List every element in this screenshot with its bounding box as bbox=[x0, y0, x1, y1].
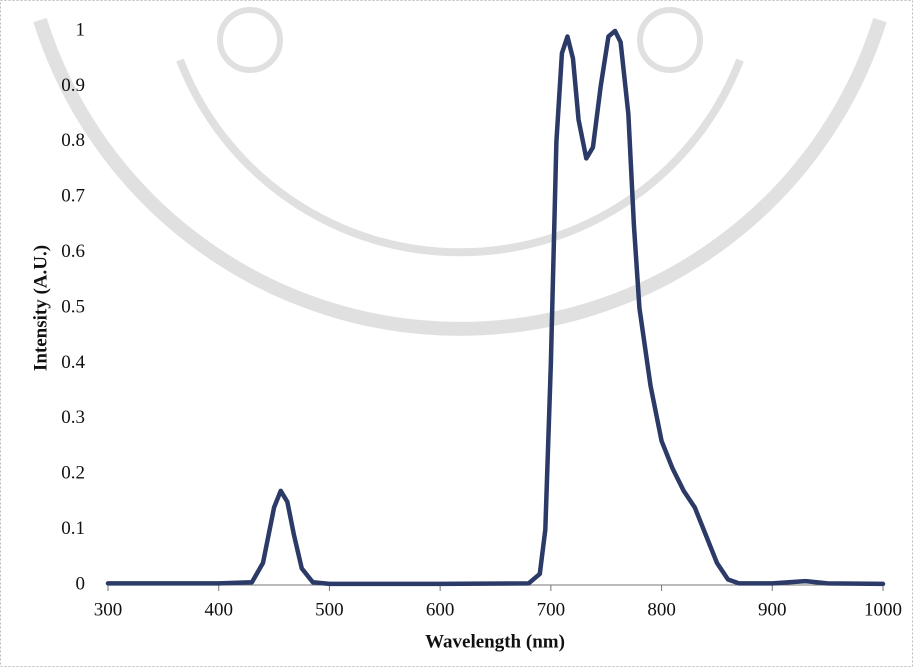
x-tick-label: 400 bbox=[204, 599, 233, 620]
x-tick-label: 700 bbox=[537, 599, 566, 620]
y-tick-label: 1 bbox=[76, 19, 86, 40]
x-tick-label: 1000 bbox=[864, 599, 902, 620]
y-tick-label: 0.7 bbox=[61, 186, 85, 207]
x-axis-title: Wavelength (nm) bbox=[425, 631, 565, 652]
x-tick-label: 600 bbox=[426, 599, 455, 620]
y-tick-label: 0.6 bbox=[61, 241, 85, 262]
y-tick-label: 0.8 bbox=[61, 130, 85, 151]
x-tick-label: 800 bbox=[647, 599, 676, 620]
x-tick-label: 300 bbox=[94, 599, 123, 620]
x-tick-label: 500 bbox=[315, 599, 344, 620]
y-tick-label: 0.2 bbox=[61, 463, 85, 484]
y-tick-label: 0.4 bbox=[61, 352, 85, 373]
x-tick-label: 900 bbox=[758, 599, 787, 620]
line-series bbox=[105, 28, 886, 587]
y-tick-label: 0 bbox=[76, 573, 86, 594]
y-tick-label: 0.9 bbox=[61, 75, 85, 96]
y-tick-label: 0.3 bbox=[61, 407, 85, 428]
y-tick-label: 0.1 bbox=[61, 518, 85, 539]
y-axis-title: Intensity (A.U.) bbox=[30, 245, 51, 371]
watermark bbox=[33, 7, 887, 336]
y-tick-label: 0.5 bbox=[61, 296, 85, 317]
